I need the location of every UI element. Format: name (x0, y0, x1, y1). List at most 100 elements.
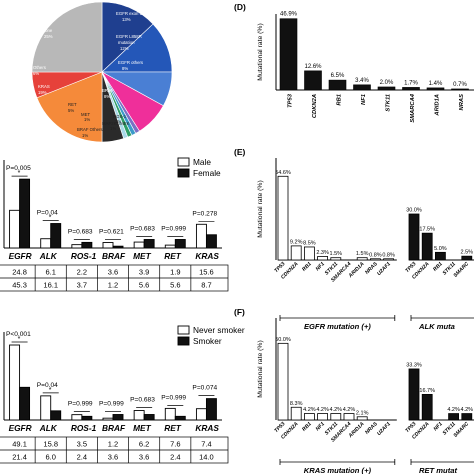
data-label: 9.2% (290, 239, 303, 245)
table-cell: 49.1 (12, 440, 27, 449)
pvalue-label: P=0.04 (37, 382, 58, 389)
data-label: 2.0% (380, 80, 394, 86)
pie-label-text: BRAF Others (77, 127, 103, 132)
pie-slice-9 (36, 71, 103, 143)
bar-egfr-0 (9, 209, 21, 249)
data-label: 0.8% (369, 252, 382, 258)
table-cell: 24.8 (12, 268, 27, 277)
data-label: 3.4% (355, 78, 369, 84)
bar-rb1 (303, 246, 315, 261)
pie-label-text: 6% (33, 71, 39, 76)
data-label: 1.5% (330, 251, 343, 257)
pie-label-text: 1% (82, 133, 88, 138)
pvalue-label: P=0.999 (161, 394, 186, 401)
bar-ros-1-0 (71, 244, 83, 249)
bar-cdkn2a (290, 406, 302, 421)
legend-label: Never smoker (193, 325, 245, 335)
category-label: U2AF1 (376, 421, 392, 437)
category-label: MET (133, 423, 151, 433)
data-label: 2.1% (356, 410, 369, 416)
category-label: BRAF (102, 251, 126, 261)
bar-rb1 (434, 251, 446, 261)
bar-ros-1-1 (81, 241, 93, 249)
legend-swatch (177, 168, 190, 178)
bar-arid1a (356, 416, 368, 421)
table-cell: 8.7 (201, 281, 211, 290)
y-axis-title: Mutational rate (%) (257, 340, 264, 397)
bar-met-0 (133, 241, 145, 249)
pie-slice-11 (31, 1, 103, 73)
bar-ret-0 (164, 407, 176, 421)
table-cell: 15.8 (43, 440, 58, 449)
data-label: 4.2% (303, 407, 316, 413)
pie-label-text: 5% (68, 108, 74, 113)
table-cell: 15.6 (199, 268, 214, 277)
category-label: RB1 (337, 94, 343, 106)
category-label: TP53 (288, 93, 294, 108)
data-label: 54.6% (275, 170, 291, 176)
bar-smarca4 (343, 413, 355, 421)
pie-label-text: 1% (84, 117, 90, 122)
group-caption: ALK muta (418, 322, 455, 331)
bar-rb1 (328, 79, 347, 91)
bar-smarca4 (402, 87, 420, 91)
y-axis-title: Mutational rate (%) (257, 23, 264, 80)
data-label: 8.3% (290, 401, 303, 407)
table-cell: 3.6 (108, 268, 118, 277)
bar-tp53 (279, 18, 298, 91)
bar-kras-1 (205, 234, 217, 249)
bar-tp53 (408, 213, 420, 261)
data-label: 17.5% (419, 227, 435, 233)
table-cell: 3.5 (77, 440, 87, 449)
bar-stk11 (377, 86, 396, 91)
bar-egfr-1 (19, 178, 31, 249)
category-label: ROS-1 (71, 251, 97, 261)
data-label: 1.4% (429, 81, 443, 87)
pie-label-text: MAP2K1/MEK (102, 121, 130, 126)
bar-cdkn2a (304, 70, 322, 91)
bar-kras-0 (195, 408, 207, 421)
group-caption: KRAS mutation (+) (304, 466, 372, 474)
bar-alk-0 (40, 238, 52, 249)
data-label: 4.2% (343, 407, 356, 413)
table-cell: 2.4 (170, 453, 180, 462)
data-label: 4.2% (316, 407, 329, 413)
bar-tp53 (277, 175, 289, 261)
data-label: 33.3% (406, 362, 422, 368)
data-label: 4.2% (330, 407, 343, 413)
pie-label-text: 12% (120, 46, 129, 51)
data-label: 4.2% (461, 407, 474, 413)
bar-tp53 (277, 342, 289, 421)
legend-label: Male (193, 157, 211, 167)
bar-nf1 (317, 256, 329, 261)
category-label: NRAS (459, 94, 465, 111)
bar-u2af1 (383, 258, 395, 261)
category-label: RB1 (432, 261, 444, 273)
data-label: 1.5% (356, 251, 369, 257)
data-label: 30.0% (406, 208, 422, 214)
bar-ros-1-0 (71, 414, 83, 421)
bar-braf-1 (112, 245, 124, 249)
category-label: RB1 (301, 261, 313, 273)
table-cell: 2.4 (77, 453, 87, 462)
bar-nras (451, 88, 469, 91)
bar-kras-1 (205, 398, 217, 421)
bar-nf1 (317, 413, 329, 421)
data-label: 46.9% (280, 12, 298, 18)
pie-label-text: 8% (122, 66, 128, 71)
bar-ret-0 (164, 244, 176, 249)
bar-braf-0 (102, 417, 114, 421)
bar-rb1 (303, 413, 315, 421)
bar-tp53 (408, 368, 420, 421)
significance-star: * (49, 387, 52, 394)
table-cell: 7.6 (170, 440, 180, 449)
bar-arid1a (426, 87, 445, 91)
table-cell: 3.6 (139, 453, 149, 462)
table-cell: 1.2 (108, 440, 118, 449)
pie-slice-0 (101, 1, 154, 73)
category-label: NF1 (315, 421, 326, 432)
legend-label: Smoker (193, 336, 222, 346)
pie-label-text: 13% (122, 17, 131, 22)
bar-braf-0 (102, 242, 114, 249)
significance-star: * (49, 215, 52, 222)
